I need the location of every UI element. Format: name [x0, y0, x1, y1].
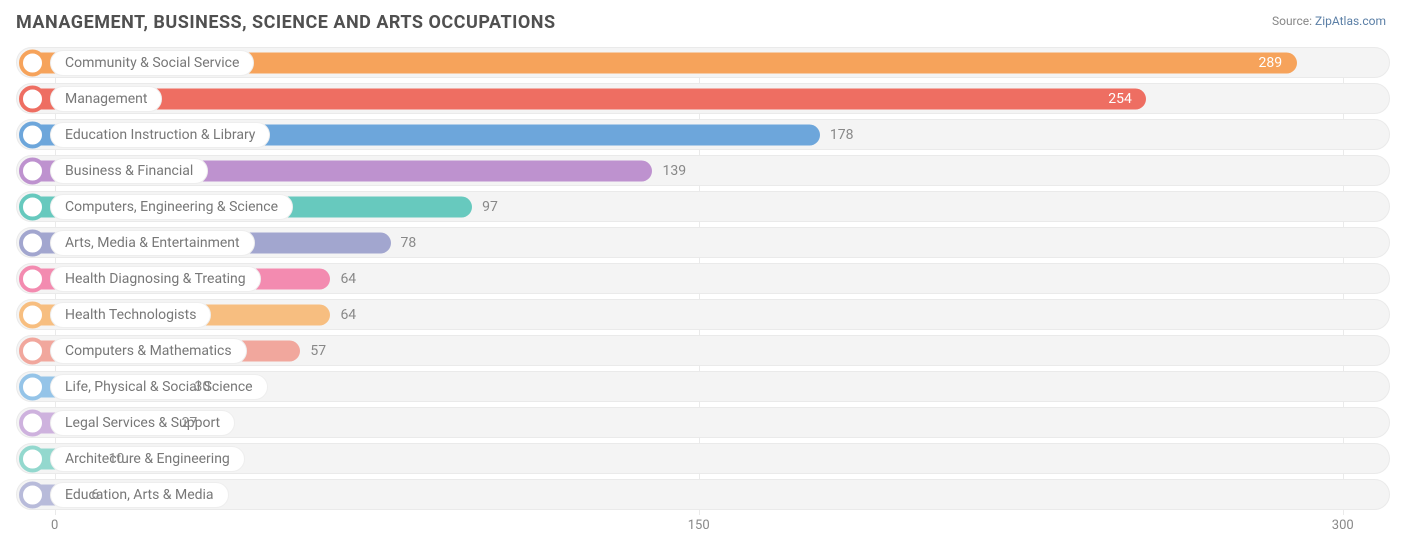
header: MANAGEMENT, BUSINESS, SCIENCE AND ARTS O…: [16, 12, 1390, 33]
category-label: Life, Physical & Social Science: [50, 374, 268, 400]
source-prefix: Source:: [1272, 14, 1315, 28]
x-axis: 0 150 300: [16, 518, 1390, 538]
bar-track: Computers, Engineering & Science 97: [16, 191, 1390, 222]
bar-row: Architecture & Engineering10: [16, 443, 1390, 474]
bar-endcap: [19, 373, 46, 400]
value-label: 64: [340, 307, 356, 323]
bar-track: Education, Arts & Media6: [16, 479, 1390, 510]
bar-track: Legal Services & Support27: [16, 407, 1390, 438]
bar-track: Health Technologists 64: [16, 299, 1390, 330]
value-label: 6: [91, 487, 99, 503]
category-label: Education Instruction & Library: [50, 122, 270, 148]
category-label: Computers & Mathematics: [50, 338, 247, 364]
category-label: Arts, Media & Entertainment: [50, 230, 255, 256]
bar-endcap: [19, 337, 46, 364]
bar-track: Community & Social Service 289: [16, 47, 1390, 78]
chart-container: MANAGEMENT, BUSINESS, SCIENCE AND ARTS O…: [0, 0, 1406, 558]
source-attribution: Source: ZipAtlas.com: [1272, 14, 1390, 28]
bar-track: Business & Financial 139: [16, 155, 1390, 186]
bar-track: Education Instruction & Library 178: [16, 119, 1390, 150]
axis-tick: 150: [688, 518, 710, 533]
bar-track: Management 254: [16, 83, 1390, 114]
bar-endcap: [19, 193, 46, 220]
bar-row: Business & Financial 139: [16, 155, 1390, 186]
bar-row: Health Technologists 64: [16, 299, 1390, 330]
bar-endcap: [19, 121, 46, 148]
bar-row: Arts, Media & Entertainment 78: [16, 227, 1390, 258]
bar-endcap: [19, 265, 46, 292]
value-label: 64: [340, 271, 356, 287]
bar-track: Computers & Mathematics 57: [16, 335, 1390, 366]
bar-endcap: [19, 157, 46, 184]
axis-tick: 0: [51, 518, 58, 533]
bar-endcap: [19, 49, 46, 76]
value-label: 78: [401, 235, 417, 251]
bar-endcap: [19, 409, 46, 436]
value-label: 27: [182, 415, 198, 431]
bar-endcap: [19, 85, 46, 112]
category-label: Legal Services & Support: [50, 410, 235, 436]
category-label: Architecture & Engineering: [50, 446, 245, 472]
bar-row: Management 254: [16, 83, 1390, 114]
value-label: 139: [662, 163, 686, 179]
value-label: 178: [830, 127, 854, 143]
chart-plot: Community & Social Service 289 Management 2…: [16, 47, 1390, 538]
source-link[interactable]: ZipAtlas.com: [1315, 14, 1386, 28]
bar-row: Health Diagnosing & Treating 64: [16, 263, 1390, 294]
bar-row: Education Instruction & Library 178: [16, 119, 1390, 150]
category-label: Business & Financial: [50, 158, 208, 184]
value-label: 10: [109, 451, 125, 467]
bar-track: Architecture & Engineering10: [16, 443, 1390, 474]
bar-row: Legal Services & Support27: [16, 407, 1390, 438]
bar-row: Community & Social Service 289: [16, 47, 1390, 78]
bar-endcap: [19, 445, 46, 472]
bar-row: Computers, Engineering & Science 97: [16, 191, 1390, 222]
value-label: 97: [482, 199, 498, 215]
category-label: Education, Arts & Media: [50, 482, 229, 508]
bar-endcap: [19, 301, 46, 328]
bar-row: Computers & Mathematics 57: [16, 335, 1390, 366]
bar-row: Education, Arts & Media6: [16, 479, 1390, 510]
category-label: Management: [50, 86, 162, 112]
bar: [23, 88, 1146, 109]
bar-track: Life, Physical & Social Science30: [16, 371, 1390, 402]
bar-endcap: [19, 229, 46, 256]
value-label: 289: [1259, 55, 1283, 71]
chart-title: MANAGEMENT, BUSINESS, SCIENCE AND ARTS O…: [16, 12, 556, 33]
value-label: 30: [194, 379, 210, 395]
value-label: 57: [310, 343, 326, 359]
axis-tick: 300: [1332, 518, 1354, 533]
bar-row: Life, Physical & Social Science30: [16, 371, 1390, 402]
value-label: 254: [1108, 91, 1132, 107]
bar-endcap: [19, 481, 46, 508]
bar-track: Health Diagnosing & Treating 64: [16, 263, 1390, 294]
category-label: Health Diagnosing & Treating: [50, 266, 261, 292]
category-label: Health Technologists: [50, 302, 211, 328]
category-label: Computers, Engineering & Science: [50, 194, 293, 220]
bar-track: Arts, Media & Entertainment 78: [16, 227, 1390, 258]
category-label: Community & Social Service: [50, 50, 254, 76]
